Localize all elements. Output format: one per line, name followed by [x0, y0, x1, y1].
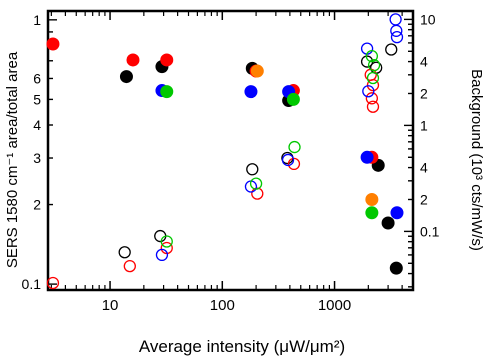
x-axis-label: Average intensity (μW/μm²) — [139, 337, 345, 356]
data-point-filled — [119, 70, 133, 84]
data-point-open — [390, 30, 404, 44]
x-tick-label: 100 — [210, 297, 235, 314]
data-point-filled — [46, 37, 60, 51]
right-tick-label: 2 — [420, 191, 428, 207]
left-axis-label: SERS 1580 cm⁻¹ area/total area — [4, 51, 21, 268]
right-tick-label: 4 — [420, 160, 428, 176]
left-tick-label: 4 — [33, 117, 41, 133]
data-point-open — [362, 85, 375, 98]
data-point-open — [46, 276, 60, 290]
data-point-filled — [360, 150, 374, 164]
right-tick-label: 2 — [420, 85, 428, 101]
data-point-open — [366, 71, 380, 85]
data-point-filled — [126, 53, 140, 67]
data-point-open — [390, 24, 403, 37]
x-tick-label: 1000 — [318, 297, 351, 314]
left-tick-label: 6 — [33, 70, 41, 86]
markers-group — [46, 13, 404, 290]
left-tick-label: 5 — [33, 91, 41, 107]
data-point-open — [385, 43, 398, 56]
data-point-open — [246, 163, 259, 176]
data-point-filled — [365, 192, 379, 206]
data-point-open — [365, 92, 379, 105]
x-tick-label: 10 — [102, 297, 119, 314]
data-point-open — [365, 50, 379, 63]
left-tick-label: 2 — [33, 197, 41, 213]
data-point-open — [288, 140, 301, 154]
data-point-filled — [244, 85, 258, 99]
ticks-group: 10 100 1000 0.1 2 3 4 5 6 1 0.1 2 4 1 2 4 10 — [22, 11, 440, 314]
right-tick-label: 1 — [420, 117, 428, 133]
data-point-filled — [160, 85, 174, 99]
data-point-open — [123, 259, 136, 273]
right-tick-label: 4 — [420, 54, 428, 70]
plot-frame — [46, 9, 415, 292]
right-axis-label: Background (10³ cts/mW/s) — [468, 69, 485, 251]
data-point-open — [367, 59, 381, 72]
axes-group — [46, 9, 415, 292]
data-point-filled — [381, 216, 395, 230]
data-point-open — [389, 13, 402, 26]
data-point-filled — [365, 206, 379, 220]
data-point-filled — [390, 206, 404, 220]
data-point-open — [251, 187, 264, 200]
right-tick-label: 0.1 — [420, 223, 440, 239]
data-point-open — [249, 177, 263, 190]
left-tick-label: 1 — [33, 12, 41, 28]
data-point-filled — [250, 64, 264, 78]
left-tick-label: 0.1 — [22, 276, 42, 292]
left-tick-label: 3 — [33, 150, 41, 166]
right-tick-label: 10 — [420, 11, 436, 27]
data-point-open — [366, 100, 380, 113]
data-point-open — [155, 248, 169, 262]
data-point-open — [366, 78, 380, 92]
data-point-filled — [389, 261, 403, 275]
data-point-open — [281, 153, 295, 167]
data-point-open — [118, 246, 131, 259]
data-point-open — [160, 235, 173, 248]
data-point-filled — [160, 53, 174, 67]
data-point-filled — [286, 92, 300, 106]
